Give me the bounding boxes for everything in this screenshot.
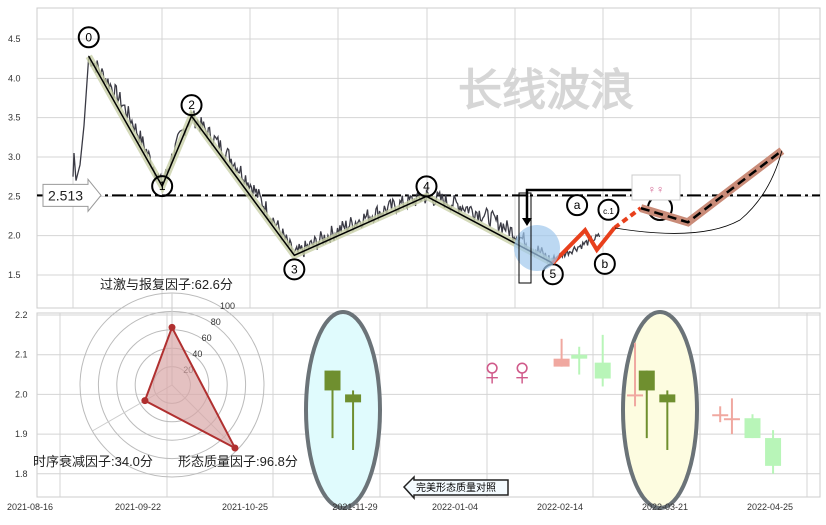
- candlesticks: [324, 334, 782, 474]
- forecast-start-dashed: [613, 206, 643, 230]
- price-y-axis: 4.5 4.0 3.5 3.0 2.5 2.0 1.5: [8, 34, 21, 280]
- wave-point-marker: [180, 94, 203, 117]
- arrow-down-icon: [522, 218, 532, 226]
- candle-frame: [36, 312, 821, 498]
- reference-label: 2.513: [48, 187, 83, 203]
- x-tick-label: 2022-03-21: [642, 502, 688, 512]
- bracket-arrow: [525, 188, 632, 220]
- x-tick-label: 2021-10-25: [222, 502, 268, 512]
- wave-point-marker: [415, 175, 438, 198]
- x-tick-label: 2021-09-22: [115, 502, 161, 512]
- candle-body: [345, 394, 362, 403]
- y-tick-label: 4.5: [8, 34, 21, 44]
- radar-axis-label: 时序衰减因子:34.0分: [33, 454, 153, 469]
- radar-ring-label: 40: [192, 349, 202, 359]
- highlight-ellipses: ♀♀: [304, 310, 699, 510]
- forecast-arc: [614, 150, 783, 234]
- cyan-ellipse: [304, 310, 382, 510]
- y-tick-label: 2.0: [15, 389, 28, 399]
- radar-shape: [143, 324, 238, 451]
- wave-lines: 0 1 2 3 4 5 a b c.1: [77, 26, 785, 286]
- price-grid: [36, 7, 821, 309]
- wave-point-label: 5: [549, 267, 556, 281]
- y-tick-label: 3.5: [8, 113, 21, 123]
- radar-point: [141, 397, 149, 405]
- dancer-icon: ♀♀: [648, 184, 665, 196]
- y-tick-label: 2.2: [15, 310, 28, 320]
- radar-ring-label: 80: [211, 317, 221, 327]
- comparison-label: 完美形态质量对照: [416, 481, 496, 494]
- x-tick-label: 2021-08-16: [7, 502, 53, 512]
- projection-point-label: b: [601, 257, 608, 271]
- yellow-ellipse: [621, 310, 699, 510]
- candle-body: [723, 418, 740, 421]
- wave-point-marker: [77, 26, 100, 49]
- candle-body: [594, 362, 611, 379]
- radar-point: [231, 444, 239, 452]
- radar-ring-label: 100: [220, 301, 235, 311]
- wave-point-marker: [283, 258, 306, 281]
- y-tick-label: 4.0: [8, 73, 21, 83]
- candle-body: [627, 394, 644, 397]
- candle-body: [638, 370, 655, 391]
- projection-point-marker: [593, 252, 616, 275]
- y-tick-label: 2.0: [8, 231, 21, 241]
- wave-point-label: 3: [291, 262, 298, 276]
- wave-point-marker: [151, 175, 174, 198]
- candle-body: [659, 394, 676, 403]
- factor-radar: 20406080100过激与报复因子:62.6分形态质量因子:96.8分时序衰减…: [33, 277, 298, 478]
- dancers-icon: ♀♀: [477, 350, 537, 394]
- projection-point-marker: [597, 198, 620, 221]
- projection-point-label: a: [574, 198, 581, 212]
- candle-body: [553, 358, 570, 367]
- annotations: ♀♀: [514, 174, 681, 284]
- radar-axis-label: 形态质量因子:96.8分: [178, 454, 298, 469]
- forecast-dashed-line: [640, 149, 783, 224]
- y-tick-label: 2.1: [15, 350, 28, 360]
- y-tick-label: 2.5: [8, 191, 21, 201]
- radar-point: [168, 323, 176, 331]
- candle-body: [571, 354, 588, 359]
- wave-point-label: 2: [188, 98, 195, 112]
- highlight-circle: [514, 225, 560, 271]
- candle-body: [765, 438, 782, 466]
- dancer-badge: [631, 174, 681, 201]
- x-tick-label: 2022-02-14: [537, 502, 583, 512]
- comparison-callout: 完美形态质量对照: [402, 475, 509, 500]
- watermark-text: 长线波浪: [458, 66, 634, 115]
- x-tick-label: 2022-04-25: [747, 502, 793, 512]
- candle-body: [744, 418, 761, 439]
- reference-arrow: [42, 177, 102, 213]
- y-tick-label: 1.9: [15, 429, 28, 439]
- x-tick-label: 2021-11-29: [332, 502, 377, 512]
- wave-point-label: 1: [159, 179, 166, 193]
- projection-line: [551, 226, 617, 265]
- y-tick-label: 1.8: [15, 469, 28, 479]
- candle-body: [712, 414, 729, 417]
- projection-point-marker: [566, 194, 589, 217]
- y-tick-label: 1.5: [8, 270, 21, 280]
- plot-frame: [36, 7, 821, 309]
- wave-point-label: 0: [85, 30, 92, 44]
- wave-point-label: 4: [423, 179, 430, 193]
- radar-axis-label: 过激与报复因子:62.6分: [100, 277, 233, 292]
- x-tick-label: 2022-01-04: [432, 502, 478, 512]
- radar-ring-label: 60: [202, 333, 212, 343]
- candle-body: [324, 370, 341, 391]
- time-window-box: [518, 192, 532, 284]
- y-tick-label: 3.0: [8, 152, 21, 162]
- background: 长线波浪: [458, 66, 634, 115]
- candle-axes: 2.2 2.1 2.0 1.9 1.8 2021-08-16 2021-09-22 2021-…: [7, 310, 793, 512]
- wave-line: [88, 55, 554, 264]
- projection-point-label: c.1: [603, 207, 614, 216]
